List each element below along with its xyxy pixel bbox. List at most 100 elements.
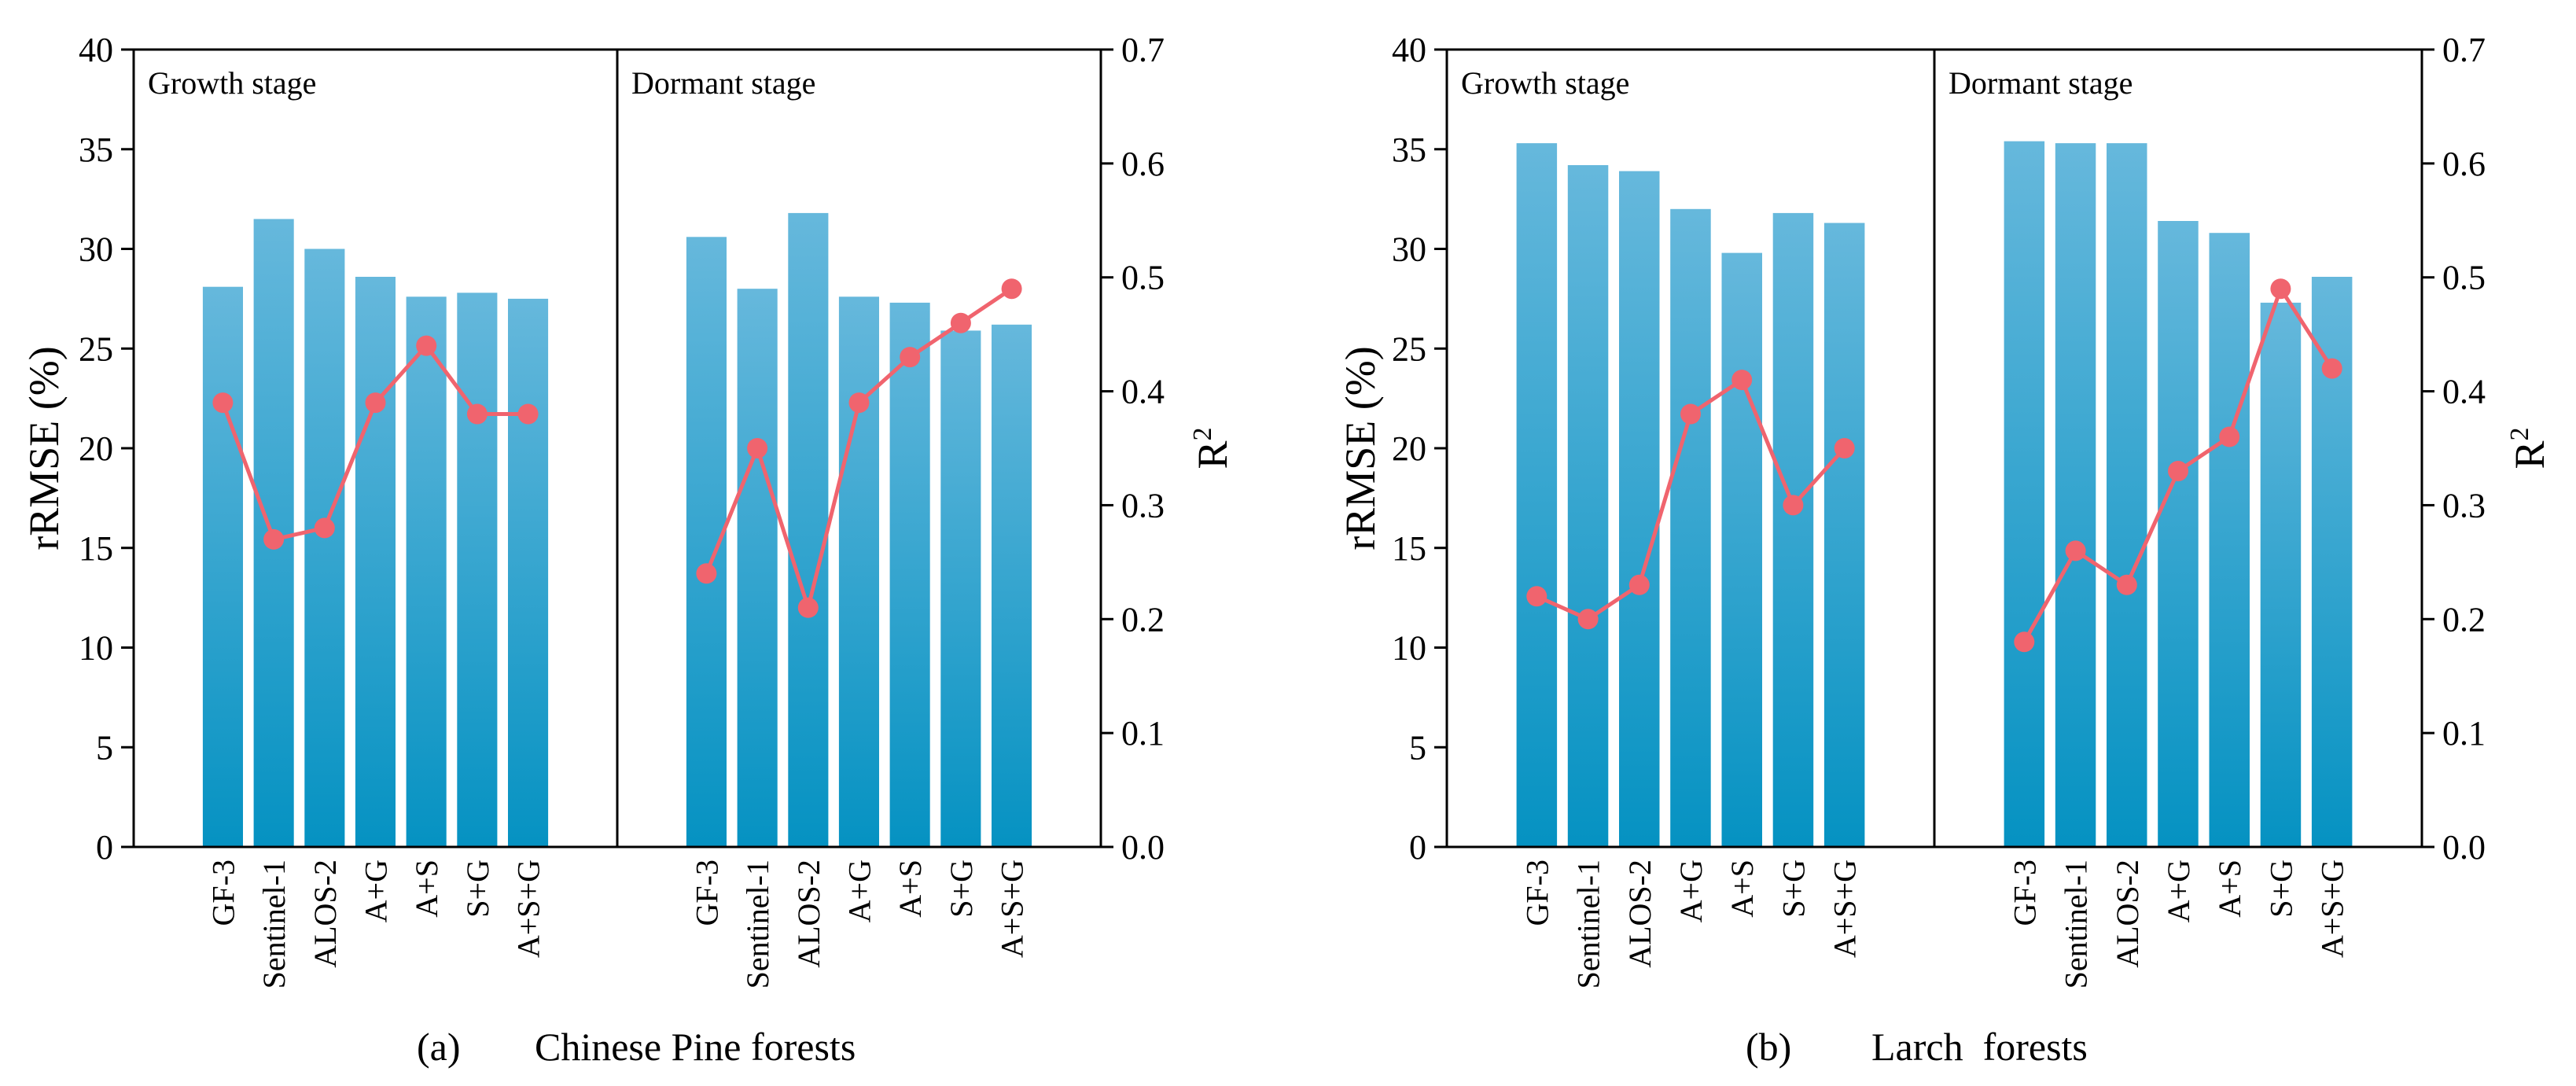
left-tick-label: 25 [1392, 329, 1426, 368]
right-tick-label: 0.7 [2442, 31, 2486, 69]
panel-b: GF-3 Sentinel-1 ALOS-2 A+G A+S S+G A+S+G Growth… [1337, 31, 2553, 1069]
r2-point-GF-3 [1526, 586, 1547, 607]
bar-Sentinel-1 [737, 289, 778, 847]
panel-a: GF-3 Sentinel-1 ALOS-2 A+G A+S S+G A+S+G Growth… [20, 31, 1236, 1069]
category-label: S+G [1776, 860, 1811, 918]
bar-ALOS-2 [2107, 143, 2147, 848]
bar-A+G [2158, 221, 2199, 847]
r2-point-A+S+G [1001, 278, 1022, 300]
left-tick-label: 30 [79, 230, 113, 269]
category-label: A+S [1724, 860, 1760, 918]
r2-point-Sentinel-1 [747, 438, 768, 458]
r2-point-A+S+G [2321, 358, 2342, 379]
r2-point-A+G [2168, 461, 2188, 481]
category-label: A+S [409, 860, 444, 918]
bar-A+G [838, 296, 879, 847]
right-tick-label: 0.3 [1121, 486, 1165, 525]
r2-point-S+G [1783, 495, 1804, 516]
y-axis-title-right: R2 [2505, 427, 2553, 469]
right-tick-label: 0.4 [2442, 373, 2486, 411]
left-tick-label: 40 [1392, 31, 1426, 69]
category-label: Sentinel-1 [740, 860, 775, 988]
category-label: A+G [2161, 860, 2196, 922]
r2-point-A+S [2219, 426, 2240, 447]
bar-A+S [2209, 233, 2250, 847]
left-tick-label: 0 [1409, 828, 1426, 867]
stage-label: Growth stage [148, 65, 316, 101]
bar-Sentinel-1 [2055, 143, 2096, 848]
r2-point-A+S+G [517, 403, 539, 425]
category-label: GF-3 [2007, 860, 2042, 926]
left-tick-label: 10 [79, 629, 113, 668]
left-tick-label: 5 [1409, 728, 1426, 767]
r2-point-GF-3 [696, 563, 717, 584]
left-tick-label: 35 [79, 131, 113, 169]
right-tick-label: 0.5 [1121, 259, 1165, 297]
r2-point-GF-3 [212, 392, 234, 414]
right-tick-label: 0.0 [2442, 828, 2486, 867]
r2-point-GF-3 [2014, 631, 2035, 653]
right-tick-label: 0.5 [2442, 259, 2486, 297]
stage-label: Growth stage [1461, 65, 1629, 101]
r2-point-Sentinel-1 [2065, 540, 2086, 561]
r2-point-A+G [1680, 403, 1701, 425]
right-tick-label: 0.6 [2442, 145, 2486, 183]
category-label: ALOS-2 [307, 860, 343, 968]
r2-point-A+S [1731, 370, 1753, 391]
left-tick-label: 35 [1392, 131, 1426, 169]
right-tick-label: 0.2 [2442, 600, 2486, 639]
caption-letter: (a) [417, 1025, 461, 1069]
bar-A+S+G [508, 298, 549, 847]
left-tick-label: 20 [79, 429, 113, 468]
category-label: S+G [460, 860, 495, 918]
bar-A+S+G [992, 324, 1032, 847]
right-tick-label: 0.7 [1121, 31, 1165, 69]
stage-label: Dormant stage [1949, 65, 2133, 101]
y-axis-title-left: rRMSE (%) [20, 346, 68, 550]
category-label: Sentinel-1 [256, 860, 292, 988]
category-label: Sentinel-1 [1571, 860, 1606, 988]
left-tick-label: 30 [1392, 230, 1426, 269]
y-axis-title-left: rRMSE (%) [1337, 346, 1384, 550]
bar-A+S [406, 296, 447, 847]
r2-point-S+G [466, 403, 488, 425]
bar-GF-3 [202, 286, 243, 847]
category-label: GF-3 [1519, 860, 1555, 926]
left-tick-label: 5 [96, 728, 113, 767]
r2-point-Sentinel-1 [263, 528, 285, 550]
category-label: A+S+G [2315, 860, 2350, 958]
left-tick-label: 0 [96, 828, 113, 867]
right-tick-label: 0.1 [2442, 714, 2486, 753]
caption-text: Chinese Pine forests [535, 1025, 856, 1069]
category-label: ALOS-2 [1622, 860, 1658, 968]
category-label: ALOS-2 [2110, 860, 2145, 968]
caption-letter: (b) [1746, 1025, 1791, 1069]
r2-point-S+G [2270, 278, 2291, 300]
left-tick-label: 15 [79, 529, 113, 568]
y-axis-title-right: R2 [1188, 427, 1236, 469]
category-label: A+G [359, 860, 394, 922]
category-label: GF-3 [205, 860, 241, 926]
bar-Sentinel-1 [1567, 165, 1609, 847]
left-tick-label: 20 [1392, 429, 1426, 468]
category-label: A+S+G [511, 860, 546, 958]
r2-point-ALOS-2 [2116, 574, 2137, 595]
category-label: A+S [2212, 860, 2247, 918]
r2-point-ALOS-2 [797, 597, 819, 618]
y-axis-title-right-superscript: 2 [2505, 427, 2534, 440]
category-label: A+S [892, 860, 928, 918]
left-tick-label: 25 [79, 329, 113, 368]
bar-A+G [355, 277, 396, 847]
r2-point-ALOS-2 [314, 517, 335, 539]
y-axis-title-right-superscript: 2 [1188, 427, 1217, 440]
bar-ALOS-2 [304, 248, 345, 847]
right-tick-label: 0.0 [1121, 828, 1165, 867]
category-label: A+G [842, 860, 878, 922]
r2-point-A+S+G [1834, 438, 1855, 458]
category-label: Sentinel-1 [2059, 860, 2094, 988]
bar-S+G [457, 293, 498, 847]
r2-point-A+G [365, 392, 386, 414]
r2-point-Sentinel-1 [1577, 609, 1599, 630]
right-tick-label: 0.3 [2442, 486, 2486, 525]
